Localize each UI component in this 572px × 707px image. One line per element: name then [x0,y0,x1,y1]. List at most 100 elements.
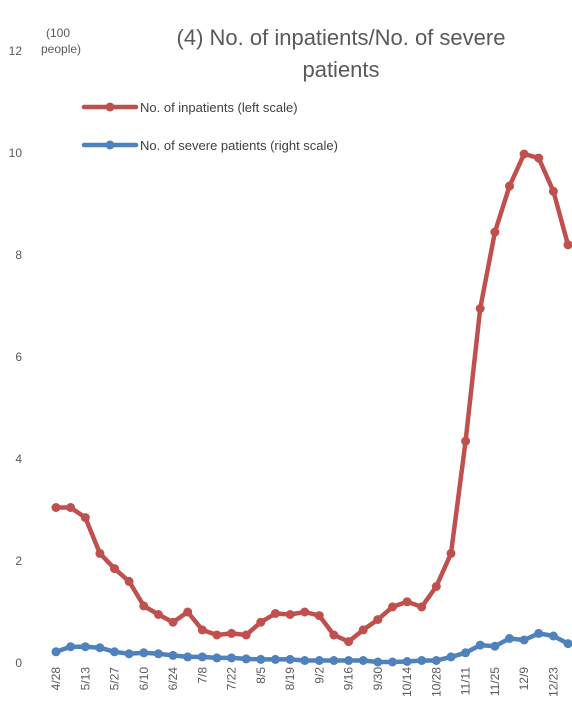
data-point [519,635,529,645]
data-point [124,649,134,659]
data-point [256,654,266,664]
data-point [519,149,529,159]
data-point [124,576,134,586]
y-tick-label: 12 [9,44,23,58]
x-tick-label: 9/16 [342,667,356,691]
x-tick-label: 9/2 [312,667,326,684]
data-point [563,240,572,250]
data-point [51,647,61,657]
data-point [168,650,178,660]
series-line [53,151,571,644]
x-tick-label: 12/23 [546,667,560,697]
data-point [314,656,324,665]
x-tick-label: 7/22 [225,667,239,691]
data-point [461,436,471,446]
data-point [505,181,514,191]
data-point [548,631,558,641]
x-tick-label: 11/11 [459,667,473,696]
data-point [300,656,310,665]
x-tick-label: 5/13 [78,667,92,691]
x-tick-label: 8/5 [254,667,268,684]
data-point [212,653,222,663]
x-tick-label: 5/27 [108,667,122,691]
data-point [431,582,441,591]
data-point [344,656,354,665]
data-point [388,657,397,667]
data-point [80,513,90,523]
y-unit-label-line-2: people) [41,42,81,56]
y-tick-label: 8 [15,248,22,262]
data-point [270,609,280,618]
data-point [402,657,412,666]
chart-title-line-2: patients [302,57,379,82]
data-point [153,610,163,619]
data-point [534,153,544,163]
data-point [373,657,383,667]
data-point [227,653,236,663]
data-point [153,649,163,659]
data-point [388,602,397,612]
x-tick-label: 12/9 [517,667,531,691]
data-point [66,503,76,512]
data-point [563,639,572,649]
x-tick-label: 6/10 [137,667,151,691]
y-tick-label: 4 [15,452,22,466]
x-tick-label: 9/30 [371,667,385,691]
x-tick-label: 7/8 [195,667,209,684]
data-point [505,634,514,643]
x-tick-label: 4/28 [49,667,63,691]
legend-label: No. of inpatients (left scale) [140,100,298,115]
data-point [285,610,295,619]
data-point [80,642,90,652]
y-tick-label: 10 [9,146,23,160]
data-point [183,652,193,662]
x-tick-label: 6/24 [166,667,180,691]
y-tick-label: 0 [15,656,22,670]
data-point [329,656,339,665]
data-point [212,630,222,640]
series-2 [51,628,572,667]
data-point [139,601,149,611]
data-point [227,628,236,638]
x-tick-label: 10/28 [429,667,443,697]
data-point [285,654,295,664]
data-point [110,647,119,657]
data-point [51,503,61,512]
data-point [168,617,178,627]
y-tick-label: 2 [15,554,22,568]
y-unit-label-line-1: (100 [46,26,70,40]
data-point [417,602,427,612]
data-point [446,652,456,662]
data-point [95,548,105,558]
x-tick-label: 11/25 [488,667,502,696]
data-point [490,641,500,651]
data-point [446,548,456,558]
data-point [95,643,105,653]
data-point [358,656,368,665]
data-point [66,642,76,652]
x-tick-label: 8/19 [283,667,297,691]
y-tick-label: 6 [15,350,22,364]
data-point [373,615,383,625]
legend-swatch-marker [105,102,115,112]
data-point [197,652,207,662]
data-point [344,637,354,647]
legend-label: No. of severe patients (right scale) [140,138,338,153]
data-point [197,625,207,635]
data-point [300,607,310,617]
data-point [417,656,427,665]
legend-swatch-marker [105,140,115,150]
data-point [475,640,485,650]
data-point [183,607,193,617]
data-point [490,227,500,237]
data-point [139,648,149,658]
data-point [314,611,324,621]
legend: No. of inpatients (left scale) No. of sev… [81,100,338,153]
data-point [534,628,544,638]
data-point [110,564,119,574]
series-1 [51,149,572,647]
data-point [241,630,251,640]
data-point [431,656,441,665]
data-point [256,617,266,627]
